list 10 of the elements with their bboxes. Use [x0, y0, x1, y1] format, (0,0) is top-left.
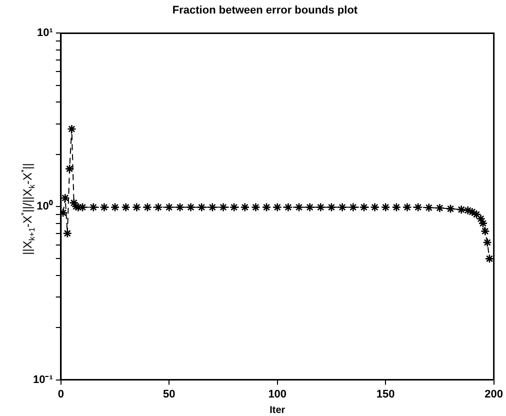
- x-tick-label: 50: [163, 388, 176, 400]
- x-tick-label: 150: [376, 388, 395, 400]
- x-axis-title: Iter: [270, 404, 286, 416]
- x-tick-label: 0: [58, 388, 64, 400]
- y-tick-label: 10¹: [36, 27, 54, 40]
- x-tick-label: 200: [484, 388, 504, 400]
- y-tick-label: 10⁰: [36, 200, 53, 213]
- y-tick-label: 10⁻¹: [32, 374, 54, 386]
- x-tick-label: 100: [268, 388, 287, 400]
- chart-title: Fraction between error bounds plot: [172, 4, 358, 17]
